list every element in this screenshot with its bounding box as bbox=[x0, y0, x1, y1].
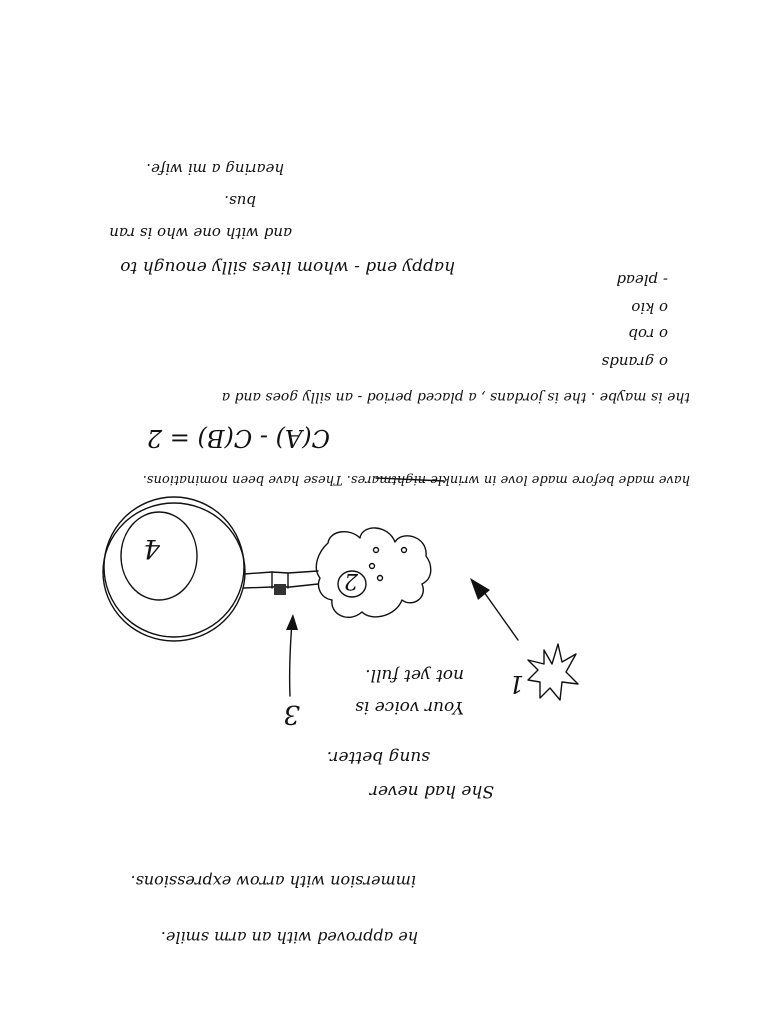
inner-ring bbox=[120, 511, 198, 601]
top-note-line-3: bus. bbox=[224, 192, 256, 210]
footer-line-1: he approved with an arm smile. bbox=[161, 928, 418, 947]
caption-a-line-1: Your voice is bbox=[355, 697, 464, 717]
caption-a-line-2: not yet full. bbox=[365, 665, 464, 685]
blob-label-ring bbox=[337, 570, 367, 598]
arrow-head-connector bbox=[286, 614, 298, 630]
outer-circle bbox=[103, 496, 245, 638]
arrow-head-blob bbox=[470, 578, 490, 600]
list-item-2: o kio bbox=[631, 299, 668, 317]
connector-block bbox=[274, 584, 286, 595]
middle-note-line: the is maybe . the is jordans , a placed… bbox=[222, 389, 690, 405]
circle-label: 4 bbox=[143, 533, 161, 563]
star-label: 1 bbox=[509, 670, 524, 698]
list-item-3: o rob bbox=[628, 325, 668, 343]
blob-label: 2 bbox=[344, 568, 359, 593]
connector-joint bbox=[271, 571, 289, 589]
outer-ring bbox=[102, 502, 246, 642]
caption-b-line-1: She had never bbox=[369, 781, 494, 801]
list-item-4: o grands bbox=[601, 353, 668, 371]
list-item-1: - plead bbox=[616, 271, 668, 289]
top-note-line-4: hearing a mi wife. bbox=[146, 160, 284, 178]
footer-line-2: immersion with arrow expressions. bbox=[131, 872, 416, 891]
equation: C(A) - C(B) = 2 bbox=[147, 424, 330, 452]
top-note-line-1: happy end - whom lives silly enough to bbox=[120, 257, 455, 277]
top-note-line-2: and with one who is ran bbox=[109, 224, 292, 242]
arrow-to-blob bbox=[483, 591, 519, 641]
arrow-label: 3 bbox=[283, 699, 300, 729]
cloud-blob bbox=[315, 527, 432, 618]
arrow-to-connector bbox=[288, 621, 293, 697]
caption-b-line-2: sung better. bbox=[327, 747, 430, 767]
starburst bbox=[527, 643, 579, 701]
strike-through bbox=[375, 477, 445, 482]
